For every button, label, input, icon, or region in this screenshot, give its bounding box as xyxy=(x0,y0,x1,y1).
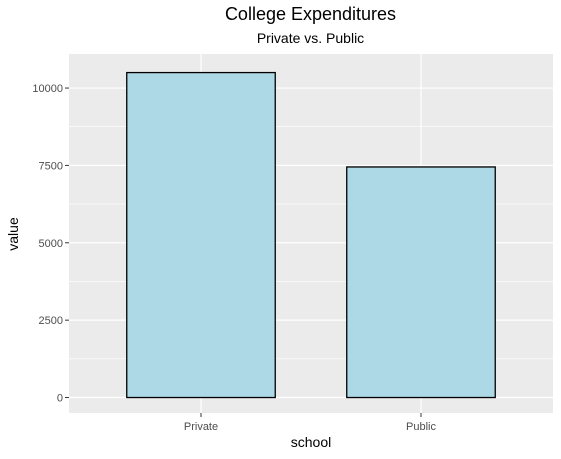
x-tick-label: Private xyxy=(184,421,218,433)
y-axis-title: value xyxy=(5,217,21,251)
x-tick-label: Public xyxy=(406,421,436,433)
bar-private xyxy=(126,71,276,399)
chart-subtitle: Private vs. Public xyxy=(257,30,364,46)
chart-title: College Expenditures xyxy=(225,4,396,24)
bar-public xyxy=(346,166,496,399)
y-tick-label: 0 xyxy=(57,393,63,405)
y-tick-label: 10000 xyxy=(32,83,63,95)
x-axis: Private Public xyxy=(184,413,436,433)
y-tick-label: 2500 xyxy=(39,315,63,327)
x-axis-title: school xyxy=(291,434,331,450)
bars xyxy=(126,71,496,399)
y-tick-label: 5000 xyxy=(39,238,63,250)
y-tick-label: 7500 xyxy=(39,160,63,172)
y-axis: 0 2500 5000 7500 10000 xyxy=(32,83,69,405)
